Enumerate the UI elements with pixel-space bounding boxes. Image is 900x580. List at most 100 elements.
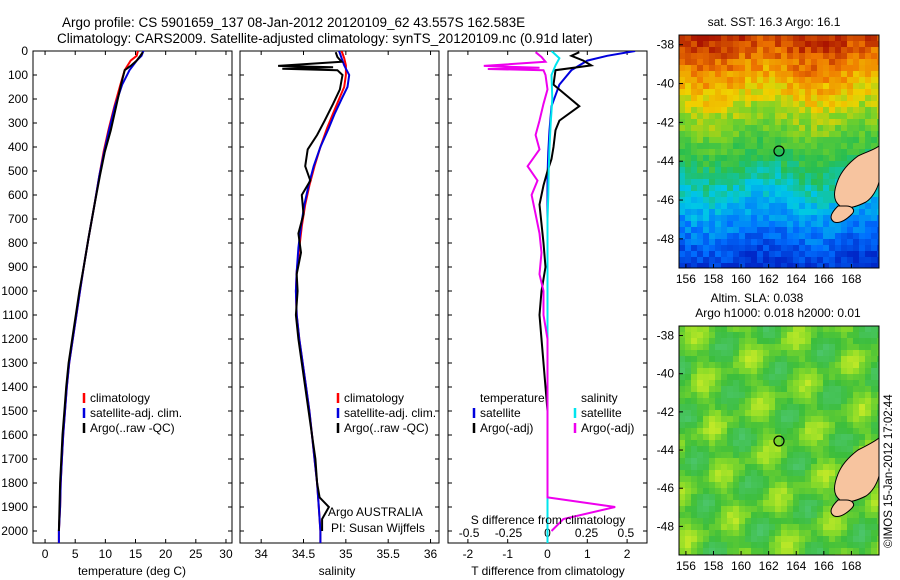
heatmap-cell [811, 434, 818, 441]
x-tick-label-secondary: -0.5 [459, 526, 480, 540]
heatmap-cell [733, 113, 740, 120]
heatmap-cell [709, 143, 716, 150]
heatmap-cell [775, 263, 782, 268]
heatmap-cell [769, 500, 776, 507]
heatmap-cell [835, 233, 842, 240]
heatmap-cell [757, 464, 764, 471]
heatmap-cell [787, 440, 794, 447]
heatmap-cell [709, 446, 716, 453]
heatmap-cell [703, 422, 710, 429]
heatmap-cell [781, 350, 788, 357]
heatmap-cell [805, 446, 812, 453]
heatmap-cell [691, 125, 698, 132]
heatmap-cell [763, 203, 770, 210]
heatmap-cell [757, 506, 764, 513]
heatmap-cell [715, 362, 722, 369]
heatmap-cell [859, 41, 866, 48]
heatmap-cell [685, 149, 692, 156]
heatmap-cell [757, 326, 764, 333]
heatmap-cell [697, 326, 704, 333]
heatmap-cell [703, 89, 710, 96]
heatmap-cell [703, 356, 710, 363]
depth-tick-label: 1000 [1, 284, 28, 298]
heatmap-cell [721, 374, 728, 381]
heatmap-cell [799, 332, 806, 339]
heatmap-cell [805, 422, 812, 429]
heatmap-cell [751, 215, 758, 222]
heatmap-cell [805, 35, 812, 42]
heatmap-cell [865, 500, 872, 507]
heatmap-cell [769, 356, 776, 363]
heatmap-cell [685, 209, 692, 216]
heatmap-cell [829, 422, 836, 429]
heatmap-cell [745, 350, 752, 357]
heatmap-cell [763, 536, 770, 543]
heatmap-cell [733, 95, 740, 102]
heatmap-cell [727, 458, 734, 465]
legend-label: Argo(-adj) [581, 421, 634, 435]
heatmap-cell [859, 101, 866, 108]
heatmap-cell [865, 524, 872, 531]
heatmap-cell [733, 356, 740, 363]
heatmap-cell [835, 374, 842, 381]
heatmap-cell [829, 530, 836, 537]
heatmap-cell [853, 506, 860, 513]
heatmap-cell [751, 35, 758, 42]
heatmap-cell [823, 167, 830, 174]
heatmap-cell [715, 506, 722, 513]
heatmap-cell [811, 89, 818, 96]
heatmap-cell [685, 83, 692, 90]
heatmap-cell [811, 149, 818, 156]
heatmap-cell [739, 446, 746, 453]
heatmap-cell [793, 392, 800, 399]
heatmap-cell [835, 536, 842, 543]
heatmap-cell [835, 35, 842, 42]
heatmap-cell [697, 368, 704, 375]
heatmap-cell [787, 404, 794, 411]
heatmap-cell [769, 263, 776, 268]
heatmap-cell [715, 131, 722, 138]
heatmap-cell [703, 209, 710, 216]
heatmap-cell [877, 125, 879, 132]
heatmap-cell [727, 185, 734, 192]
heatmap-cell [823, 542, 830, 549]
heatmap-cell [865, 398, 872, 405]
heatmap-cell [781, 215, 788, 222]
heatmap-cell [817, 392, 824, 399]
heatmap-cell [775, 422, 782, 429]
heatmap-cell [739, 392, 746, 399]
heatmap-cell [841, 119, 848, 126]
heatmap-cell [859, 542, 866, 549]
heatmap-cell [859, 77, 866, 84]
heatmap-cell [829, 374, 836, 381]
salinity-panel: 34 34.5 35 35.5 36 climatologysatellite-adj.… [239, 50, 440, 578]
heatmap-cell [847, 422, 854, 429]
heatmap-cell [703, 518, 710, 525]
heatmap-cell [697, 41, 704, 48]
heatmap-cell [751, 332, 758, 339]
heatmap-cell [703, 452, 710, 459]
x-tick-label: 30 [219, 547, 233, 561]
heatmap-cell [871, 398, 878, 405]
heatmap-cell [829, 350, 836, 357]
heatmap-cell [691, 245, 698, 252]
heatmap-cell [811, 71, 818, 78]
heatmap-cell [787, 458, 794, 465]
heatmap-cell [733, 119, 740, 126]
heatmap-cell [865, 221, 872, 228]
heatmap-cell [859, 239, 866, 246]
heatmap-cell [781, 416, 788, 423]
heatmap-cell [811, 191, 818, 198]
heatmap-cell [799, 101, 806, 108]
heatmap-cell [691, 482, 698, 489]
heatmap-cell [703, 65, 710, 72]
heatmap-cell [721, 197, 728, 204]
heatmap-cell [697, 482, 704, 489]
heatmap-cell [859, 536, 866, 543]
heatmap-cell [739, 137, 746, 144]
heatmap-cell [853, 245, 860, 252]
heatmap-cell [769, 368, 776, 375]
heatmap-cell [739, 476, 746, 483]
heatmap-cell [769, 173, 776, 180]
heatmap-cell [715, 446, 722, 453]
